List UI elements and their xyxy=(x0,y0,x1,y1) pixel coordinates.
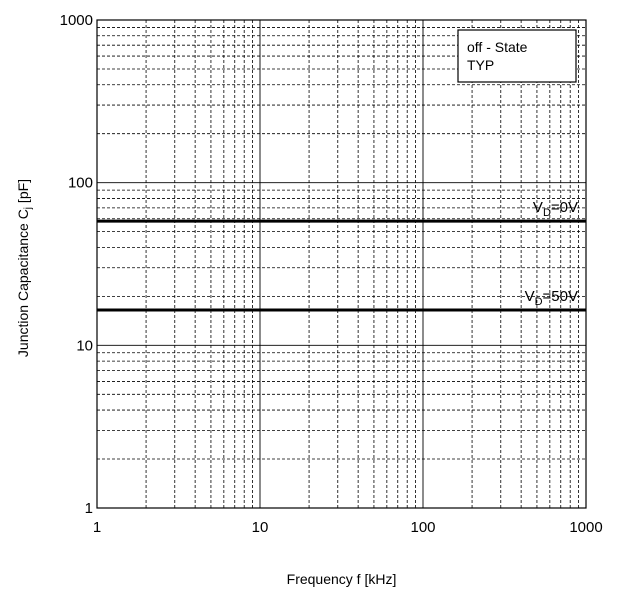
series-label-main: V xyxy=(525,288,535,305)
series-label-main: V xyxy=(533,199,543,216)
y-tick-label: 1000 xyxy=(60,12,93,29)
series-label-rest: =50V xyxy=(543,288,578,305)
series-group xyxy=(97,219,586,312)
y-tick-label: 100 xyxy=(68,175,93,192)
y-tick-label: 1 xyxy=(85,500,93,517)
series-label-rest: =0V xyxy=(551,199,578,216)
plot-frame xyxy=(96,19,587,509)
y-tick-labels: 1 10 100 1000 xyxy=(60,12,93,517)
y-axis-title-sub: j xyxy=(23,207,34,210)
x-tick-label: 1 xyxy=(93,519,101,536)
y-axis-title: Junction Capacitance Cj [pF] xyxy=(15,179,34,357)
grid xyxy=(97,20,586,508)
series-label-sub: D xyxy=(535,296,543,308)
series-label-1: VD=50V xyxy=(525,288,578,308)
x-tick-label: 10 xyxy=(252,519,269,536)
x-tick-labels: 1 10 100 1000 xyxy=(93,519,603,536)
legend-line: off - State xyxy=(467,39,528,55)
legend-box xyxy=(457,29,577,83)
x-tick-label: 1000 xyxy=(569,519,602,536)
series-label-0: VD=0V xyxy=(533,199,578,219)
x-axis-title: Frequency f [kHz] xyxy=(287,571,397,587)
legend: off - State TYP xyxy=(457,29,577,83)
x-tick-label: 100 xyxy=(410,519,435,536)
y-axis-title-unit: [pF] xyxy=(15,179,31,207)
legend-line: TYP xyxy=(467,57,494,73)
y-axis-title-main: Junction Capacitance C xyxy=(15,209,31,357)
series-label-sub: D xyxy=(543,207,551,219)
y-tick-label: 10 xyxy=(76,337,93,354)
